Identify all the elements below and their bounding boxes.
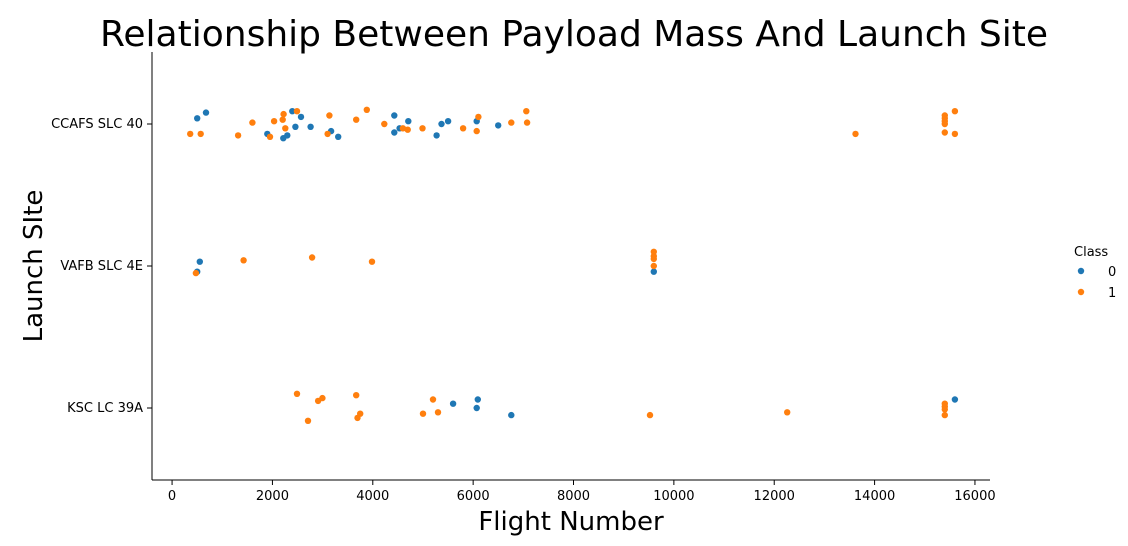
data-point-class-1 [650,262,657,270]
data-point-class-0 [391,129,398,136]
x-tick-label: 6000 [457,489,490,504]
data-point-class-1 [784,409,791,416]
data-point-class-1 [399,125,407,132]
legend-label: 1 [1108,286,1116,301]
data-point-class-1 [293,390,301,397]
legend-marker [1077,267,1085,275]
data-point-class-1 [419,410,427,417]
x-tick-label: 16000 [954,489,995,504]
data-point-class-1 [293,108,301,115]
data-point-class-0 [289,108,296,115]
legend-title: Class [1074,245,1108,260]
data-point-class-1 [475,113,482,121]
data-point-class-0 [405,118,412,125]
data-point-class-1 [279,116,286,123]
x-tick-label: 8000 [557,489,590,504]
x-tick-label: 4000 [356,489,389,504]
data-point-class-1 [249,119,256,126]
data-point-class-1 [434,409,442,416]
data-point-class-1 [852,130,859,138]
data-point-class-0 [474,396,481,403]
x-axis-label: Flight Number [478,507,664,537]
data-point-class-1 [941,406,948,413]
data-point-class-1 [240,257,247,264]
data-point-class-1 [234,132,242,139]
data-point-class-1 [508,119,515,126]
data-point-class-1 [646,411,654,419]
y-axis-label: Launch SIte [19,190,49,343]
data-point-class-1 [280,110,287,118]
y-ticks: CCAFS SLC 40 VAFB SLC 4E KSC LC 39A [51,117,152,416]
plot-area: 0 2000 4000 6000 8000 10000 12000 14000 16000 CC… [51,52,996,504]
data-point-class-1 [197,130,204,138]
data-point-class-1 [192,269,200,277]
data-point-class-1 [941,411,948,419]
data-point-class-1 [941,120,948,128]
y-tick-label: CCAFS SLC 40 [51,117,143,132]
data-point-class-1 [951,108,959,115]
y-tick-label: KSC LC 39A [67,401,143,416]
data-point-class-0 [444,118,452,125]
data-point-class-1 [381,120,388,128]
data-point-class-0 [292,123,299,130]
data-point-class-0 [297,113,305,121]
y-tick-label: VAFB SLC 4E [60,259,143,274]
data-point-class-1 [282,125,289,132]
data-point-class-0 [495,122,502,129]
data-point-class-1 [324,130,331,138]
data-point-class-1 [304,417,312,424]
data-point-class-1 [429,396,437,403]
data-point-class-0 [449,400,457,407]
legend: Class 0 1 [1074,245,1116,301]
data-point-class-1 [319,394,326,402]
data-point-class-0 [951,396,959,403]
data-point-class-0 [433,132,440,139]
x-tick-label: 14000 [854,489,895,504]
data-point-class-0 [194,115,201,122]
chart-title: Relationship Between Payload Mass And La… [100,14,1048,55]
x-tick-label: 2000 [256,489,289,504]
data-point-class-1 [404,126,411,133]
data-point-class-1 [419,125,426,132]
data-point-class-1 [266,133,274,140]
legend-label: 0 [1108,265,1116,280]
x-tick-label: 10000 [653,489,694,504]
data-point-class-1 [650,255,657,263]
data-point-class-1 [308,254,316,261]
data-point-class-0 [202,109,210,116]
x-tick-label: 0 [168,489,176,504]
data-point-class-1 [326,112,333,119]
data-point-class-0 [335,133,342,140]
data-point-class-0 [284,132,291,139]
data-point-class-0 [473,404,480,412]
data-point-class-1 [363,106,370,114]
data-point-class-0 [196,258,203,265]
legend-marker [1077,288,1085,296]
data-point-class-0 [650,268,657,275]
data-point-class-1 [353,116,360,123]
data-point-class-1 [941,129,948,136]
data-points [187,106,959,424]
data-point-class-1 [187,130,194,138]
data-point-class-0 [438,120,445,128]
data-point-class-1 [357,410,364,417]
data-point-class-1 [459,125,467,132]
x-tick-label: 12000 [754,489,795,504]
data-point-class-1 [473,127,480,135]
data-point-class-1 [523,108,530,115]
data-point-class-1 [951,130,959,138]
x-ticks: 0 2000 4000 6000 8000 10000 12000 14000 16000 [168,480,996,504]
data-point-class-1 [523,119,531,126]
data-point-class-0 [508,411,515,419]
data-point-class-0 [391,112,398,119]
data-point-class-0 [307,123,314,130]
data-point-class-1 [270,118,278,125]
data-point-class-1 [353,392,360,399]
data-point-class-1 [368,258,376,265]
